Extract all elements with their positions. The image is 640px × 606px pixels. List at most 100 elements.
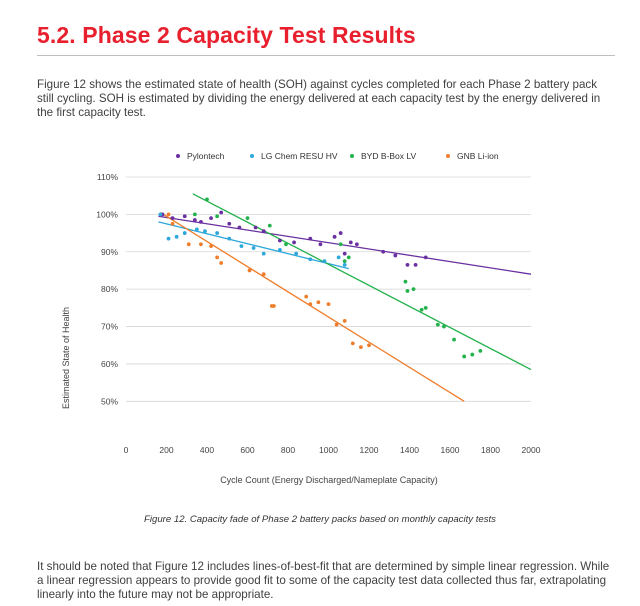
y-tick-label: 50% <box>101 396 118 406</box>
point-pylontech <box>219 210 224 215</box>
capacity-fade-chart: Pylontech LG Chem RESU HV BYD B-Box LV GNB … <box>61 151 541 485</box>
x-tick-label: 0 <box>124 445 129 455</box>
fit-line-byd-b-box-lv <box>192 193 532 371</box>
x-tick-label: 1400 <box>400 445 419 455</box>
point-byd-b-box-lv <box>342 259 347 264</box>
legend-marker-pylontech <box>176 154 180 158</box>
point-byd-b-box-lv <box>435 322 440 327</box>
point-pylontech <box>199 219 203 224</box>
point-pylontech <box>227 221 232 226</box>
point-byd-b-box-lv <box>442 324 446 329</box>
x-tick-label: 200 <box>159 445 173 455</box>
point-pylontech <box>342 251 347 256</box>
point-lg-chem-resu-hv <box>203 229 207 234</box>
point-lg-chem-resu-hv <box>215 231 220 235</box>
point-pylontech <box>237 225 242 230</box>
point-gnb-li-ion <box>304 294 309 299</box>
point-byd-b-box-lv <box>405 289 410 293</box>
point-gnb-li-ion <box>199 242 203 247</box>
point-pylontech <box>170 216 175 221</box>
point-lg-chem-resu-hv <box>322 259 327 264</box>
point-byd-b-box-lv <box>452 337 456 342</box>
y-axis-ticks: 50% 60% 70% 80% 90% 100% 110% <box>96 172 118 406</box>
point-byd-b-box-lv <box>215 214 220 219</box>
point-gnb-li-ion <box>334 322 339 327</box>
x-tick-label: 2000 <box>522 445 541 455</box>
point-pylontech <box>332 234 337 239</box>
point-byd-b-box-lv <box>411 287 416 292</box>
point-gnb-li-ion <box>170 221 175 226</box>
point-gnb-li-ion <box>342 319 347 323</box>
point-lg-chem-resu-hv <box>166 236 171 241</box>
point-byd-b-box-lv <box>403 279 408 284</box>
point-lg-chem-resu-hv <box>336 255 341 260</box>
section-heading: 5.2. Phase 2 Capacity Test Results <box>37 22 416 48</box>
point-gnb-li-ion <box>166 212 171 217</box>
point-lg-chem-resu-hv <box>261 251 266 256</box>
data-points <box>158 197 483 359</box>
y-tick-label: 70% <box>101 322 118 332</box>
point-pylontech <box>381 249 386 254</box>
point-pylontech <box>308 236 313 241</box>
y-tick-label: 60% <box>101 359 118 369</box>
figure-caption: Figure 12. Capacity fade of Phase 2 batt… <box>144 514 496 525</box>
point-lg-chem-resu-hv <box>182 231 187 235</box>
point-pylontech <box>413 262 418 267</box>
point-byd-b-box-lv <box>192 212 197 217</box>
point-byd-b-box-lv <box>205 197 209 202</box>
point-gnb-li-ion <box>271 304 276 308</box>
heading-divider <box>37 55 615 56</box>
point-byd-b-box-lv <box>462 354 467 359</box>
point-pylontech <box>348 240 353 245</box>
point-gnb-li-ion <box>359 345 363 349</box>
x-tick-label: 1600 <box>441 445 460 455</box>
point-pylontech <box>261 229 266 234</box>
point-lg-chem-resu-hv <box>194 227 199 232</box>
x-tick-label: 600 <box>240 445 254 455</box>
point-lg-chem-resu-hv <box>239 244 244 249</box>
point-byd-b-box-lv <box>478 348 483 353</box>
x-tick-label: 1800 <box>481 445 500 455</box>
fit-line-pylontech <box>158 215 532 275</box>
point-pylontech <box>338 231 343 235</box>
legend-marker-gnb-li-ion <box>446 154 450 158</box>
x-axis-label: Cycle Count (Energy Discharged/Nameplate… <box>220 475 438 485</box>
point-gnb-li-ion <box>209 244 213 249</box>
point-byd-b-box-lv <box>419 307 424 312</box>
point-lg-chem-resu-hv <box>174 234 179 239</box>
point-pylontech <box>278 238 282 243</box>
point-pylontech <box>182 214 187 219</box>
x-tick-label: 800 <box>281 445 295 455</box>
point-gnb-li-ion <box>215 255 220 260</box>
x-tick-label: 1000 <box>319 445 338 455</box>
legend-label-lg-chem-resu-hv: LG Chem RESU HV <box>261 151 338 161</box>
point-lg-chem-resu-hv <box>308 257 313 262</box>
point-pylontech <box>209 216 213 221</box>
fit-line-gnb-li-ion <box>160 211 465 402</box>
legend-marker-lg-chem-resu-hv <box>250 154 254 158</box>
point-gnb-li-ion <box>316 300 321 305</box>
chart-legend: Pylontech LG Chem RESU HV BYD B-Box LV GNB … <box>176 151 499 161</box>
point-gnb-li-ion <box>326 302 331 307</box>
point-gnb-li-ion <box>367 343 371 348</box>
point-byd-b-box-lv <box>245 216 250 221</box>
legend-label-pylontech: Pylontech <box>187 151 225 161</box>
intro-paragraph: Figure 12 shows the estimated state of h… <box>37 78 601 119</box>
best-fit-lines <box>158 193 532 402</box>
point-pylontech <box>423 255 428 260</box>
point-gnb-li-ion <box>247 268 252 273</box>
point-byd-b-box-lv <box>284 242 288 247</box>
y-tick-label: 90% <box>101 247 118 257</box>
point-pylontech <box>405 262 410 267</box>
point-gnb-li-ion <box>350 341 355 346</box>
point-byd-b-box-lv <box>470 352 475 357</box>
y-tick-label: 110% <box>97 172 119 182</box>
legend-marker-byd-b-box-lv <box>350 154 354 158</box>
point-lg-chem-resu-hv <box>227 236 232 241</box>
point-lg-chem-resu-hv <box>158 212 163 217</box>
point-byd-b-box-lv <box>267 223 272 228</box>
point-byd-b-box-lv <box>338 242 343 247</box>
y-axis-label: Estimated State of Health <box>61 307 71 409</box>
y-tick-label: 80% <box>101 284 118 294</box>
note-paragraph: It should be noted that Figure 12 includ… <box>37 560 610 601</box>
